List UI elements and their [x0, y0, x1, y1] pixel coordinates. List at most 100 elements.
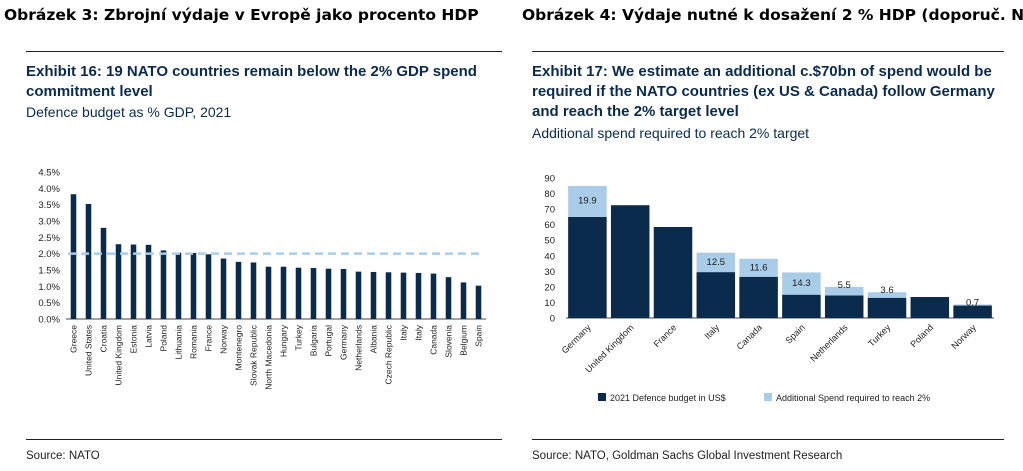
x-tick-label: Greece [69, 325, 79, 353]
x-tick-label: Czech Republic [384, 324, 394, 384]
bar [85, 204, 92, 319]
data-label: 3.6 [880, 285, 893, 296]
legend-label: Additional Spend required to reach 2% [776, 393, 930, 403]
x-tick-label: Germany [339, 324, 349, 360]
x-tick-label: Norway [219, 324, 229, 354]
budget-bar [867, 297, 907, 318]
x-tick-label: Estonia [129, 325, 139, 354]
budget-bar [739, 276, 778, 318]
left-exhibit: Exhibit 16: 19 NATO countries remain bel… [26, 50, 502, 471]
bar [175, 252, 182, 319]
y-tick-label: 20 [544, 282, 555, 293]
x-tick-label: Turkey [294, 324, 304, 350]
x-tick-label: Germany [560, 322, 594, 356]
budget-bar [824, 295, 864, 318]
left-figure-caption: Obrázek 3: Zbrojní výdaje v Evropě jako … [4, 6, 479, 24]
y-tick-label: 3.0% [38, 217, 60, 228]
bar [430, 273, 437, 319]
bar [400, 272, 407, 319]
x-tick-label: Bulgaria [309, 325, 319, 356]
exhibit-17-title: Exhibit 17: We estimate an additional c.… [532, 63, 995, 120]
y-tick-label: 30 [544, 267, 555, 278]
x-tick-label: Albania [369, 325, 379, 354]
y-tick-label: 50 [544, 236, 555, 247]
bar [235, 261, 242, 319]
bar [280, 266, 287, 319]
x-tick-label: Croatia [99, 325, 109, 353]
bar [115, 244, 122, 319]
bar [70, 194, 77, 319]
y-tick-label: 2.0% [38, 249, 60, 260]
x-tick-label: Latvia [144, 325, 154, 348]
bar [325, 268, 332, 319]
bar [190, 253, 197, 319]
budget-bar [568, 216, 607, 318]
x-tick-label: Slovak Republic [249, 324, 259, 386]
bar [355, 271, 362, 319]
x-tick-label: Poland [159, 325, 169, 352]
bar [475, 285, 482, 319]
x-tick-label: Netherlands [808, 322, 850, 364]
bar [100, 227, 107, 319]
x-tick-label: Poland [908, 322, 935, 349]
bar [340, 269, 347, 319]
y-tick-label: 10 [544, 298, 555, 309]
budget-bar [653, 227, 693, 318]
y-tick-label: 60 [544, 220, 555, 231]
bar [220, 258, 227, 319]
additional-bar [696, 252, 736, 273]
bar [250, 262, 257, 319]
exhibit-17-source: Source: NATO, Goldman Sachs Global Inves… [532, 450, 843, 462]
x-tick-label: Canada [735, 322, 764, 351]
bottom-rule [532, 439, 1004, 440]
x-tick-label: North Macedonia [264, 325, 274, 390]
x-tick-label: Romania [189, 325, 199, 359]
exhibit-17-subtitle: Additional spend required to reach 2% ta… [532, 125, 810, 141]
top-rule [26, 51, 502, 52]
y-tick-label: 0 [550, 314, 555, 325]
data-label: 11.6 [750, 262, 768, 273]
bar [445, 277, 452, 319]
y-tick-label: 2.5% [38, 233, 60, 244]
bar [310, 268, 317, 319]
y-tick-label: 70 [544, 205, 555, 216]
y-tick-label: 4.5% [38, 168, 60, 179]
bar [265, 266, 272, 319]
budget-bar [953, 305, 992, 318]
y-tick-label: 0.0% [38, 315, 60, 326]
bar [145, 244, 152, 319]
exhibit-16-title: Exhibit 16: 19 NATO countries remain bel… [26, 63, 477, 100]
y-tick-label: 40 [544, 251, 555, 262]
budget-bar [782, 294, 821, 318]
budget-bar [910, 297, 950, 318]
x-tick-label: Norway [949, 322, 978, 351]
additional-bar [824, 286, 864, 296]
exhibit-16-subtitle: Defence budget as % GDP, 2021 [26, 104, 232, 120]
bar [295, 267, 302, 319]
x-tick-label: Slovenia [444, 325, 454, 358]
y-tick-label: 0.5% [38, 298, 60, 309]
y-tick-label: 3.5% [38, 200, 60, 211]
x-tick-label: Lithuania [174, 325, 184, 360]
legend-swatch [764, 393, 772, 401]
additional-bar [867, 292, 907, 298]
x-tick-label: Portugal [324, 325, 334, 357]
y-tick-label: 4.0% [38, 184, 60, 195]
x-tick-label: Canada [429, 325, 439, 355]
additional-bar [782, 272, 821, 295]
x-tick-label: Hungary [279, 324, 289, 357]
y-tick-label: 1.5% [38, 266, 60, 277]
x-tick-label: Italy [702, 322, 721, 341]
x-tick-label: France [652, 322, 679, 349]
bar [385, 272, 392, 319]
legend-swatch [598, 393, 606, 401]
x-tick-label: Belgium [459, 325, 469, 356]
defence-gdp-chart: 0.0% 0.5% 1.0% 1.5% 2.0% 2.5% 3.0% 3.5% 4.0% 4.5%… [38, 168, 486, 390]
right-exhibit: Exhibit 17: We estimate an additional c.… [532, 50, 1004, 471]
x-tick-label: Spain [783, 322, 806, 345]
bottom-rule [26, 439, 502, 440]
data-label: 0.7 [966, 297, 979, 308]
x-tick-label: Netherlands [354, 325, 364, 371]
x-tick-label: Montenegro [234, 325, 244, 371]
